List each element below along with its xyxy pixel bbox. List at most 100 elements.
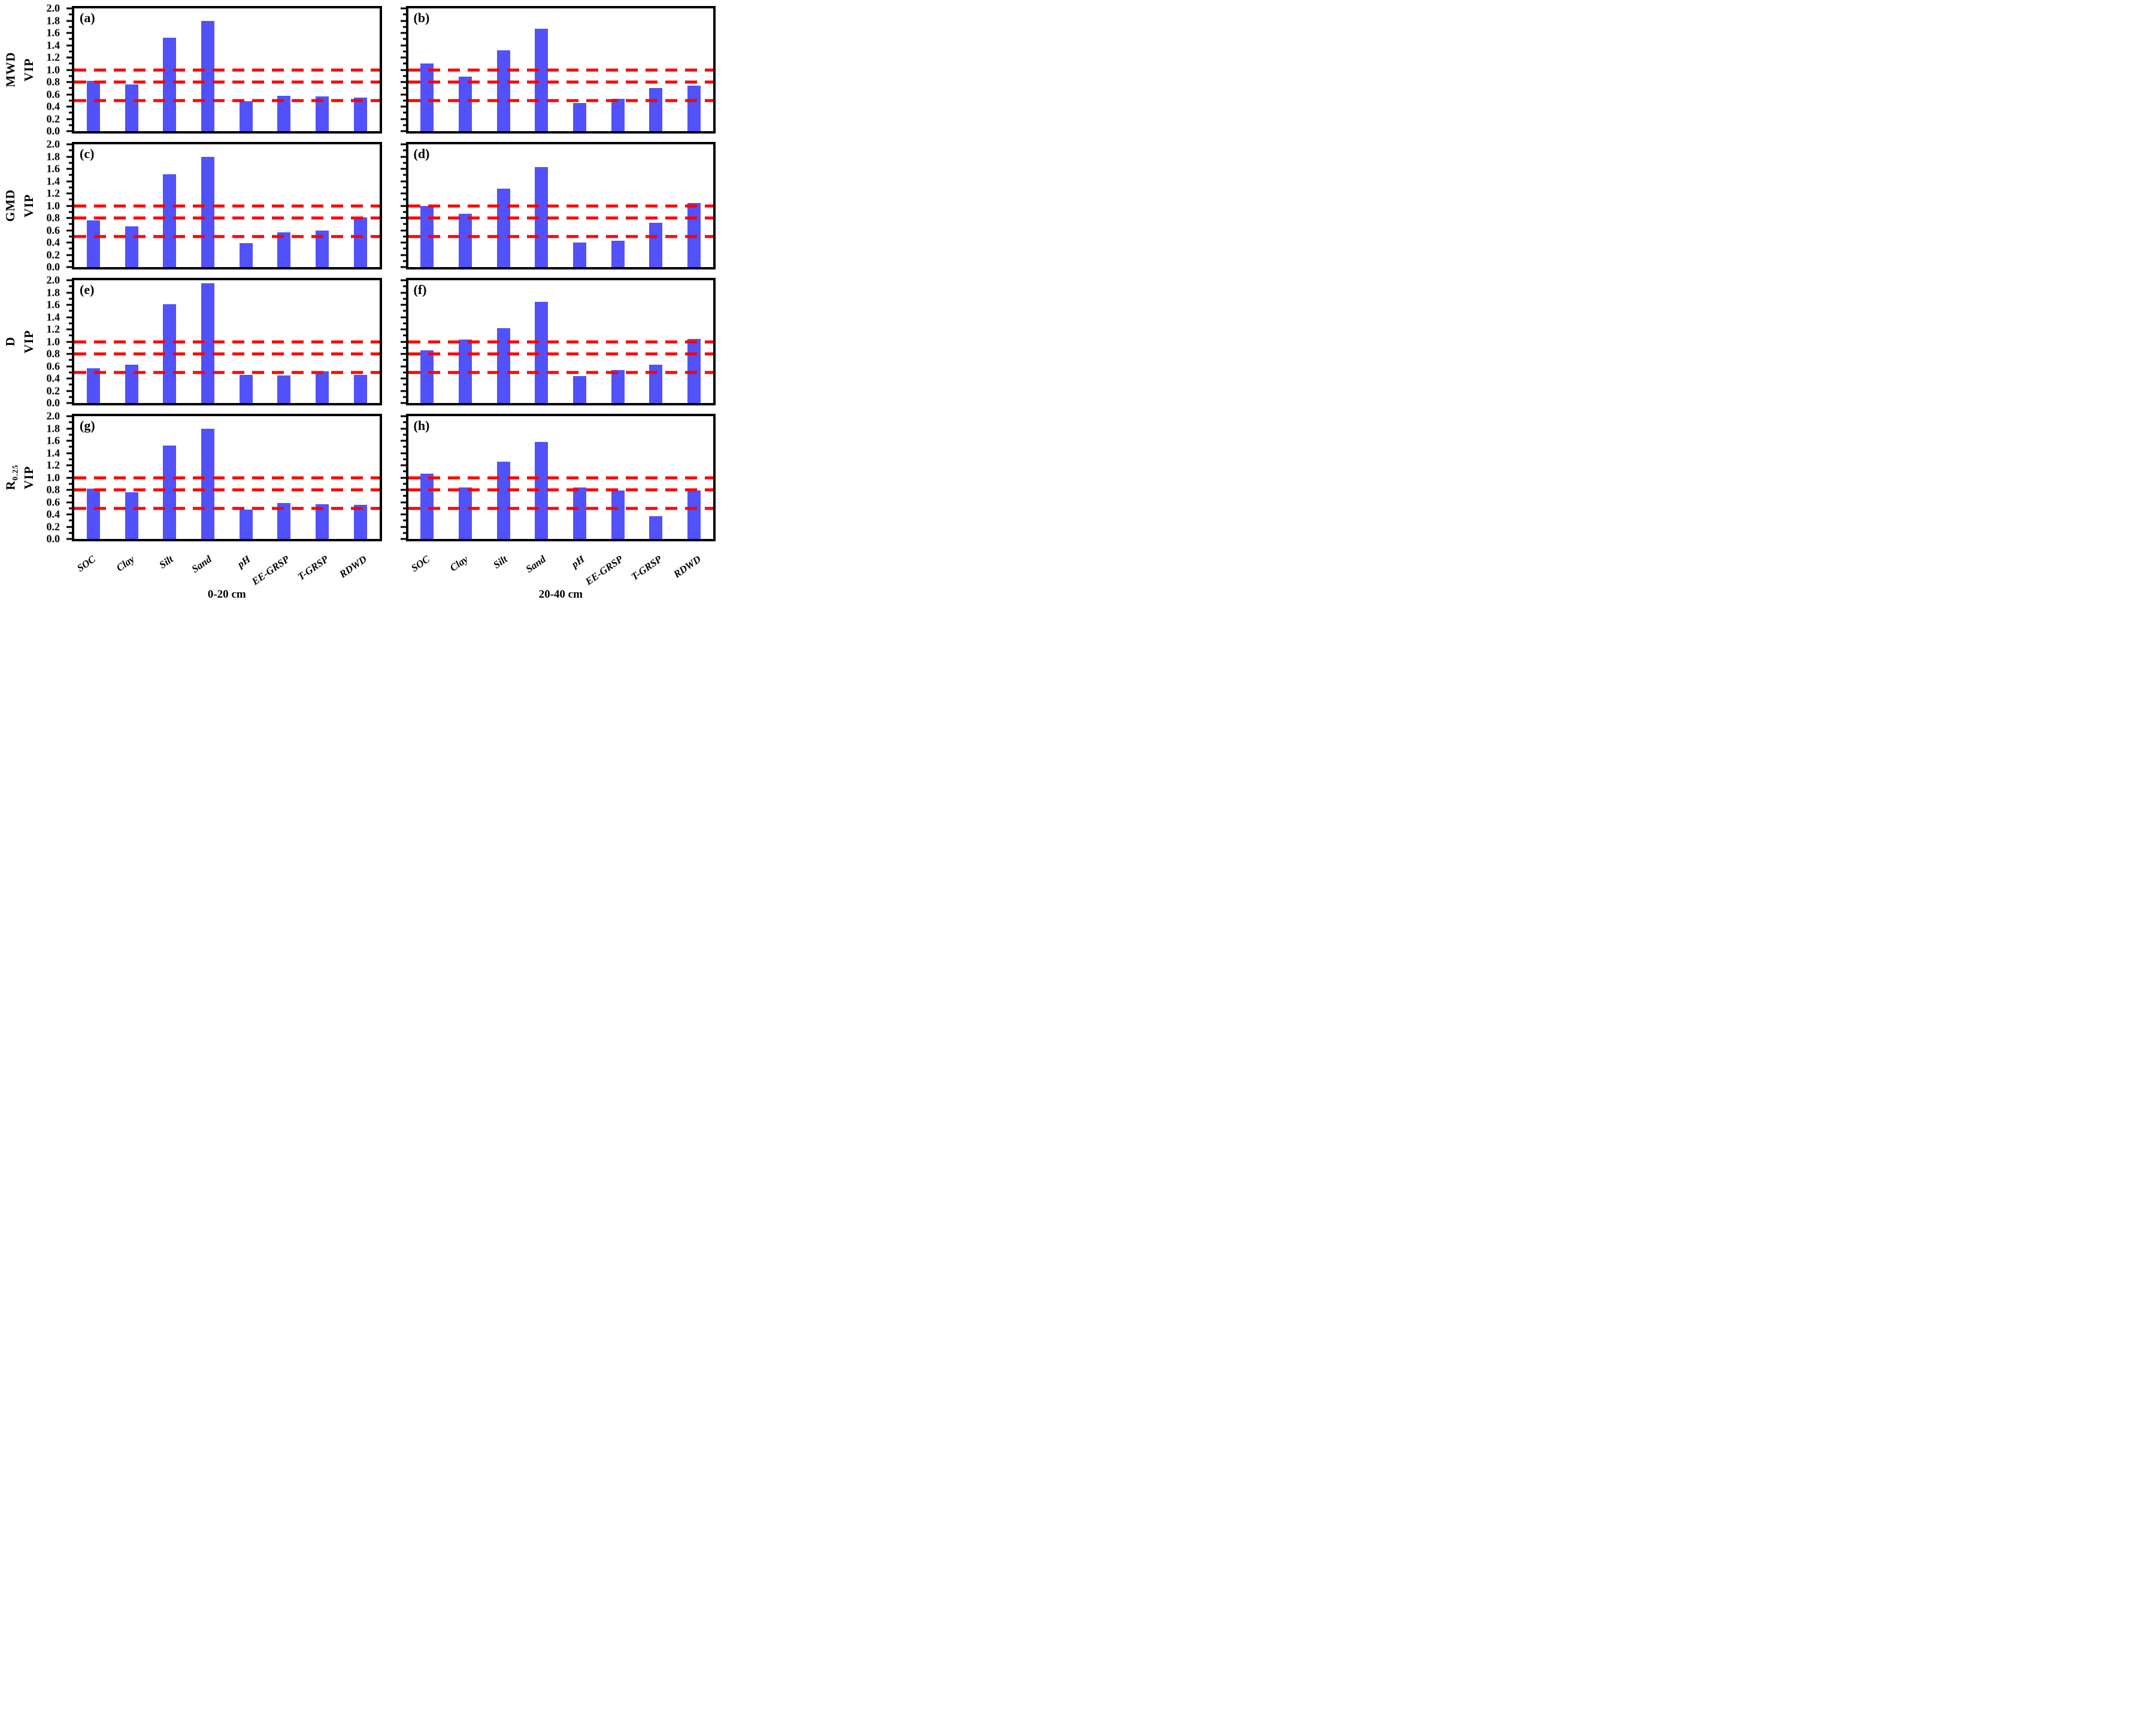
bar-SOC <box>86 488 100 539</box>
x-category-label-pH: pH <box>235 553 253 571</box>
bar-EE-GRSP <box>611 240 625 267</box>
x-category-label-EE-GRSP: EE-GRSP <box>249 553 292 587</box>
minor-tick <box>69 359 72 361</box>
major-tick <box>66 365 72 367</box>
major-tick <box>400 477 406 478</box>
major-tick <box>400 205 406 207</box>
major-tick <box>400 428 406 429</box>
minor-tick <box>402 50 406 53</box>
reference-line-1 <box>74 476 380 479</box>
major-tick <box>400 526 406 528</box>
y-tick-label: 0.4 <box>46 100 60 113</box>
minor-tick <box>69 532 72 534</box>
major-tick <box>66 538 72 540</box>
y-tick-label: 0.8 <box>46 347 60 360</box>
reference-line-0.8 <box>408 80 713 84</box>
y-tick-label: 0.8 <box>46 483 60 496</box>
minor-tick <box>402 62 406 65</box>
major-tick <box>66 44 72 46</box>
minor-tick <box>69 186 72 189</box>
minor-tick <box>69 198 72 201</box>
major-tick <box>66 452 72 454</box>
major-tick <box>66 254 72 256</box>
minor-tick <box>69 26 72 28</box>
major-tick <box>400 20 406 22</box>
y-tick-label: 0.2 <box>46 384 60 396</box>
x-category-label-Sand: Sand <box>189 553 214 575</box>
minor-tick <box>402 162 406 164</box>
figure-row-mwd: MWD VIP 0.0 0.2 0.4 0.6 0.8 1.0 1.2 1.4 1.6 1.8 2.… <box>2 2 720 137</box>
minor-tick <box>402 198 406 201</box>
row-metric-label: MWD <box>2 52 17 87</box>
y-tick-label: 1.2 <box>46 323 60 335</box>
major-tick <box>66 7 72 10</box>
minor-tick <box>69 162 72 164</box>
major-tick <box>66 513 72 516</box>
x-axis-labels-right: 20-40 cm SOC Clay Silt Sand pH EE-GRSP T-GRSP R… <box>406 550 716 613</box>
minor-tick <box>402 298 406 300</box>
major-tick <box>400 377 406 380</box>
major-tick <box>400 180 406 182</box>
minor-tick <box>69 38 72 40</box>
x-category-label-SOC: SOC <box>408 553 432 574</box>
minor-tick <box>402 211 406 213</box>
minor-tick <box>69 50 72 53</box>
major-tick <box>66 81 72 83</box>
bar-EE-GRSP <box>277 95 291 131</box>
bar-RDWD <box>687 86 701 131</box>
bar-Silt <box>496 461 510 539</box>
y-axis-tick-labels: 0.0 0.2 0.4 0.6 0.8 1.0 1.2 1.4 1.6 1.8 2.0 <box>30 2 60 137</box>
minor-tick <box>69 495 72 497</box>
panel-letter: (h) <box>413 418 430 433</box>
figure-row-r025: R0.25 VIP 0.0 0.2 0.4 0.6 0.8 1.0 1.2 1.4 1.6 1.8… <box>2 410 720 545</box>
bar-RDWD <box>353 504 367 539</box>
major-tick <box>400 130 406 132</box>
major-tick <box>400 56 406 59</box>
minor-tick <box>402 470 406 472</box>
reference-line-0.8 <box>408 488 713 492</box>
minor-tick <box>69 434 72 436</box>
bar-T-GRSP <box>649 365 663 403</box>
y-axis-ticks <box>398 279 406 404</box>
row-metric-label: GMD <box>2 189 17 222</box>
y-tick-label: 2.0 <box>46 138 60 150</box>
minor-tick <box>69 458 72 460</box>
y-tick-label: 0.0 <box>46 260 60 273</box>
bar-Clay <box>125 226 138 267</box>
major-tick <box>400 316 406 318</box>
y-tick-label: 0.4 <box>46 508 60 520</box>
y-tick-label: 0.8 <box>46 211 60 224</box>
y-axis-tick-labels: 0.0 0.2 0.4 0.6 0.8 1.0 1.2 1.4 1.6 1.8 2.0 <box>30 274 60 409</box>
x-category-label-Clay: Clay <box>448 553 471 574</box>
bar-Clay <box>125 492 138 539</box>
minor-tick <box>402 383 406 386</box>
bar-Sand <box>535 28 549 131</box>
row-metric-label: D <box>2 337 17 347</box>
panel-letter: (a) <box>80 10 95 25</box>
major-tick <box>66 477 72 478</box>
y-tick-label: 0.8 <box>46 75 60 88</box>
panel-a: 0.0 0.2 0.4 0.6 0.8 1.0 1.2 1.4 1.6 1.8 2.0 (a) <box>47 2 382 137</box>
reference-line-0.8 <box>408 216 713 220</box>
minor-tick <box>69 347 72 349</box>
minor-tick <box>402 483 406 485</box>
bar-RDWD <box>687 490 701 539</box>
y-tick-label: 0.4 <box>46 372 60 384</box>
minor-tick <box>402 247 406 250</box>
bar-Silt <box>496 188 510 267</box>
minor-tick <box>69 519 72 522</box>
x-category-label-T-GRSP: T-GRSP <box>629 553 664 583</box>
minor-tick <box>402 174 406 176</box>
plot-area: (g) <box>74 416 380 539</box>
reference-line-1 <box>408 476 713 479</box>
row-metric-label: R0.25 <box>2 465 20 490</box>
bar-pH <box>239 243 253 267</box>
bar-T-GRSP <box>649 223 663 267</box>
reference-line-1 <box>74 204 380 207</box>
figure-row-gmd: GMD VIP 0.0 0.2 0.4 0.6 0.8 1.0 1.2 1.4 1.6 1.8 2.… <box>2 138 720 273</box>
major-tick <box>66 526 72 528</box>
x-category-label-RDWD: RDWD <box>337 553 369 580</box>
major-tick <box>400 292 406 293</box>
bar-Sand <box>535 301 549 403</box>
x-category-label-pH: pH <box>569 553 587 571</box>
